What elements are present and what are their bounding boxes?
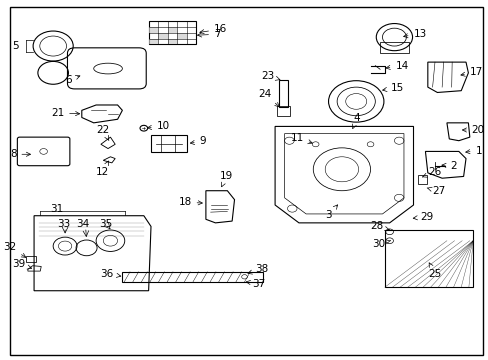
Text: 31: 31 [50,203,63,213]
Text: 9: 9 [190,136,206,147]
Text: 25: 25 [427,263,441,279]
Text: 10: 10 [147,121,169,131]
Text: 16: 16 [200,24,227,34]
Text: 13: 13 [403,28,426,39]
Text: 28: 28 [370,221,388,231]
Text: 21: 21 [51,108,80,118]
Text: 4: 4 [352,113,360,129]
Text: 19: 19 [219,171,233,187]
Bar [148,27,158,33]
Bar [26,256,37,262]
Text: 33: 33 [58,219,71,229]
Text: 34: 34 [77,219,90,229]
Text: 30: 30 [371,239,389,249]
Text: 20: 20 [462,125,484,135]
Bar [122,272,263,282]
Text: 23: 23 [261,71,279,81]
Text: 24: 24 [258,89,279,107]
Text: 3: 3 [325,205,337,220]
Text: 8: 8 [10,149,30,159]
Text: 5: 5 [12,41,18,51]
Text: 2: 2 [441,161,456,171]
Text: 15: 15 [382,83,403,93]
Bar [148,21,196,44]
Bar [278,80,287,107]
Text: 35: 35 [99,219,112,229]
Text: 12: 12 [96,161,109,177]
Text: 11: 11 [290,133,312,144]
Bar [158,33,167,39]
Text: 36: 36 [101,269,121,279]
Text: 29: 29 [412,212,433,222]
Text: 7: 7 [197,29,220,39]
Bar [276,106,289,116]
Bar [379,42,408,53]
Text: 22: 22 [97,125,110,140]
Text: 27: 27 [426,186,445,197]
Text: 6: 6 [65,75,80,85]
Bar [151,135,186,152]
Text: 32: 32 [3,242,26,257]
Text: 17: 17 [460,67,482,77]
Bar [148,39,158,44]
Text: 37: 37 [245,279,265,289]
Bar [177,33,186,39]
Text: 39: 39 [12,259,32,269]
Text: 38: 38 [247,264,268,274]
Bar [167,39,177,44]
Text: 14: 14 [385,61,408,71]
Text: 18: 18 [178,197,202,207]
Text: 26: 26 [422,167,440,177]
Bar [167,27,177,33]
Text: 1: 1 [465,146,481,156]
